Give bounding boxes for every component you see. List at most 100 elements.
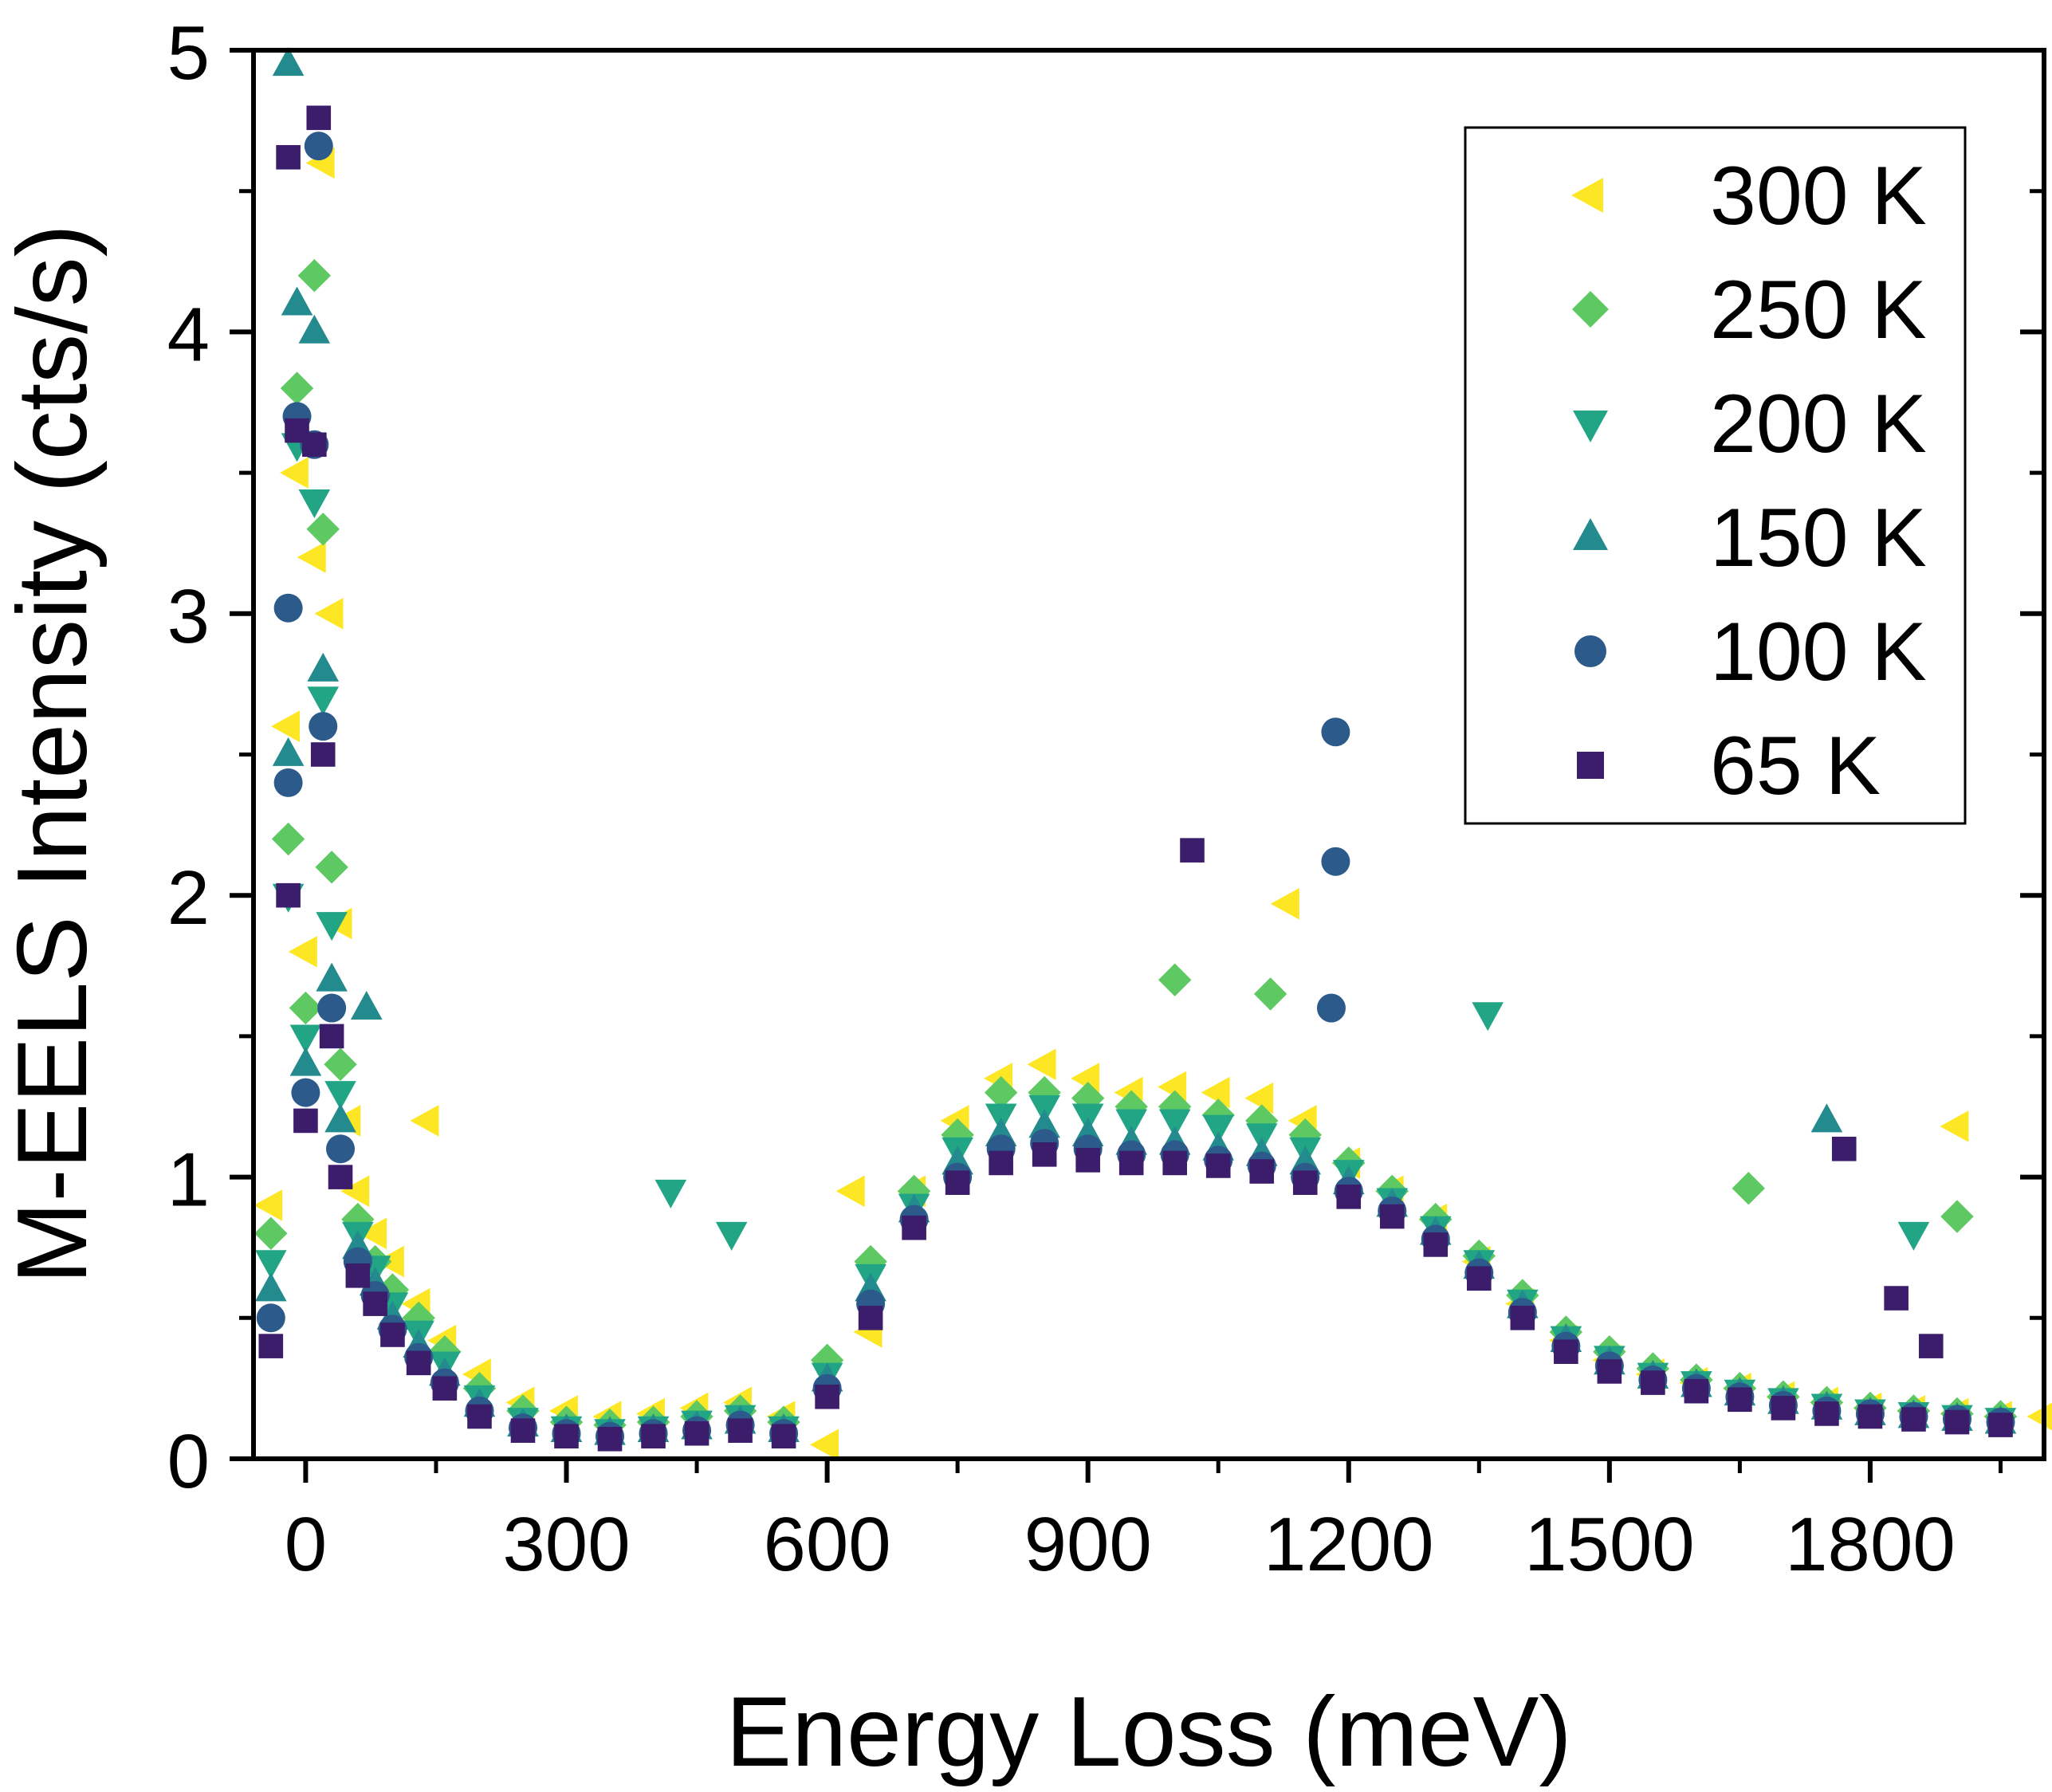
data-point <box>1771 1396 1796 1421</box>
data-point <box>324 1047 357 1081</box>
data-point <box>684 1421 710 1446</box>
data-point <box>380 1322 405 1347</box>
data-point <box>1316 993 1346 1023</box>
data-point <box>1379 1204 1405 1229</box>
data-point <box>1336 1185 1362 1209</box>
legend-marker <box>1577 752 1604 779</box>
legend-marker <box>1573 411 1608 442</box>
data-point <box>307 652 340 682</box>
data-point <box>835 1175 865 1208</box>
data-point <box>316 912 348 941</box>
legend-label: 250 K <box>1710 264 1927 356</box>
data-point <box>297 259 332 293</box>
data-point <box>324 1103 356 1133</box>
x-tick-label: 1500 <box>1524 1502 1695 1587</box>
data-point <box>1201 1076 1230 1109</box>
data-point <box>1249 1159 1275 1184</box>
data-point <box>984 1075 1018 1110</box>
data-point <box>288 936 317 968</box>
data-point <box>597 1426 623 1452</box>
data-point <box>1467 1266 1492 1291</box>
legend-entry: 100 K <box>1574 606 1927 698</box>
data-point <box>1115 1109 1147 1138</box>
data-point <box>297 541 326 573</box>
data-point <box>1597 1359 1622 1384</box>
data-point <box>1684 1378 1709 1404</box>
data-point <box>1180 838 1205 863</box>
legend-label: 150 K <box>1710 492 1927 584</box>
data-point <box>289 1024 322 1054</box>
data-point <box>1244 1082 1274 1114</box>
data-point <box>728 1418 753 1443</box>
x-tick-label: 1200 <box>1264 1502 1434 1587</box>
data-point <box>293 1108 318 1134</box>
data-point <box>273 768 303 797</box>
data-point <box>271 822 305 856</box>
data-point <box>1321 847 1350 876</box>
data-point <box>310 742 336 767</box>
data-point <box>941 1118 974 1152</box>
data-point <box>1510 1306 1535 1330</box>
data-point <box>345 1263 371 1288</box>
data-point <box>410 1105 439 1137</box>
data-point <box>272 47 305 77</box>
data-point <box>1075 1148 1100 1173</box>
data-point <box>1857 1404 1883 1429</box>
data-point <box>309 712 338 741</box>
data-point <box>340 1175 370 1208</box>
data-point <box>406 1350 431 1376</box>
data-point <box>272 737 305 766</box>
data-point <box>1158 963 1192 996</box>
data-point <box>306 105 332 131</box>
legend-label: 100 K <box>1710 606 1927 698</box>
data-point <box>1940 1200 1974 1233</box>
legend-entry: 300 K <box>1571 150 1927 242</box>
data-point <box>281 286 313 316</box>
data-point <box>298 314 331 344</box>
data-point <box>304 132 333 161</box>
data-point <box>1423 1232 1449 1257</box>
data-point <box>279 457 309 489</box>
data-point <box>1202 1114 1235 1144</box>
data-point <box>324 1081 356 1110</box>
data-point <box>328 1165 353 1189</box>
data-point <box>1901 1407 1926 1432</box>
legend-marker <box>1572 291 1609 328</box>
data-point <box>1158 1109 1191 1138</box>
data-point <box>326 1134 356 1164</box>
data-point <box>1028 1075 1061 1110</box>
data-point <box>317 993 347 1023</box>
data-point <box>276 882 301 908</box>
data-point <box>315 851 348 884</box>
data-point <box>1897 1221 1930 1251</box>
data-point <box>945 1170 970 1195</box>
legend-entry: 65 K <box>1577 720 1881 812</box>
data-point <box>1472 1002 1504 1032</box>
data-point <box>1162 1150 1188 1176</box>
data-point <box>467 1404 492 1429</box>
data-point <box>1288 1118 1322 1152</box>
legend-label: 200 K <box>1710 378 1927 470</box>
legend-entry: 250 K <box>1572 264 1927 356</box>
legend: 300 K 250 K 200 K 150 K 100 K 65 K <box>1464 126 1967 825</box>
data-point <box>815 1384 839 1409</box>
legend-label: 300 K <box>1710 150 1927 242</box>
data-point <box>1831 1136 1857 1161</box>
y-tick-label: 0 <box>167 1419 210 1504</box>
data-points <box>254 47 2052 1461</box>
data-point <box>358 1217 387 1250</box>
data-point <box>254 1216 288 1250</box>
data-point <box>655 1179 687 1208</box>
data-point <box>314 598 344 630</box>
data-point <box>1814 1401 1839 1426</box>
data-point <box>1728 1387 1752 1413</box>
data-point <box>989 1150 1013 1176</box>
data-point <box>1253 977 1287 1011</box>
legend-marker <box>1573 518 1608 550</box>
y-axis-title: M-EELS Intensity (cts/s) <box>0 224 108 1284</box>
data-point <box>1032 1142 1057 1167</box>
data-point <box>273 593 303 623</box>
data-point <box>1270 888 1299 920</box>
data-point <box>255 1250 287 1279</box>
